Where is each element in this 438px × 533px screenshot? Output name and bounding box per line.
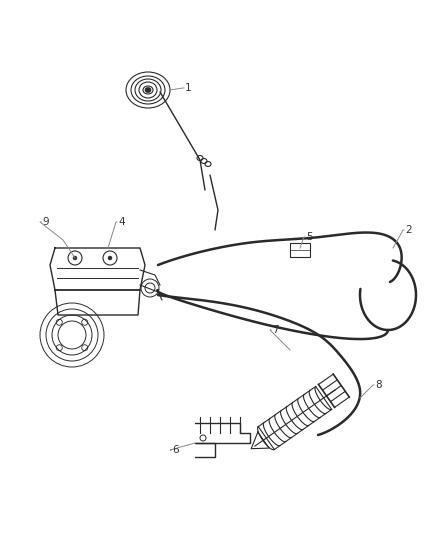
Text: 4: 4 <box>118 217 124 227</box>
Text: 1: 1 <box>184 83 191 93</box>
Bar <box>290 243 309 257</box>
Text: 2: 2 <box>404 225 411 235</box>
Text: 7: 7 <box>272 325 278 335</box>
Circle shape <box>73 256 77 260</box>
Text: 5: 5 <box>305 232 312 242</box>
Text: 9: 9 <box>42 217 49 227</box>
Ellipse shape <box>145 87 151 93</box>
Circle shape <box>108 256 112 260</box>
Text: 6: 6 <box>172 445 178 455</box>
Text: 8: 8 <box>374 380 381 390</box>
